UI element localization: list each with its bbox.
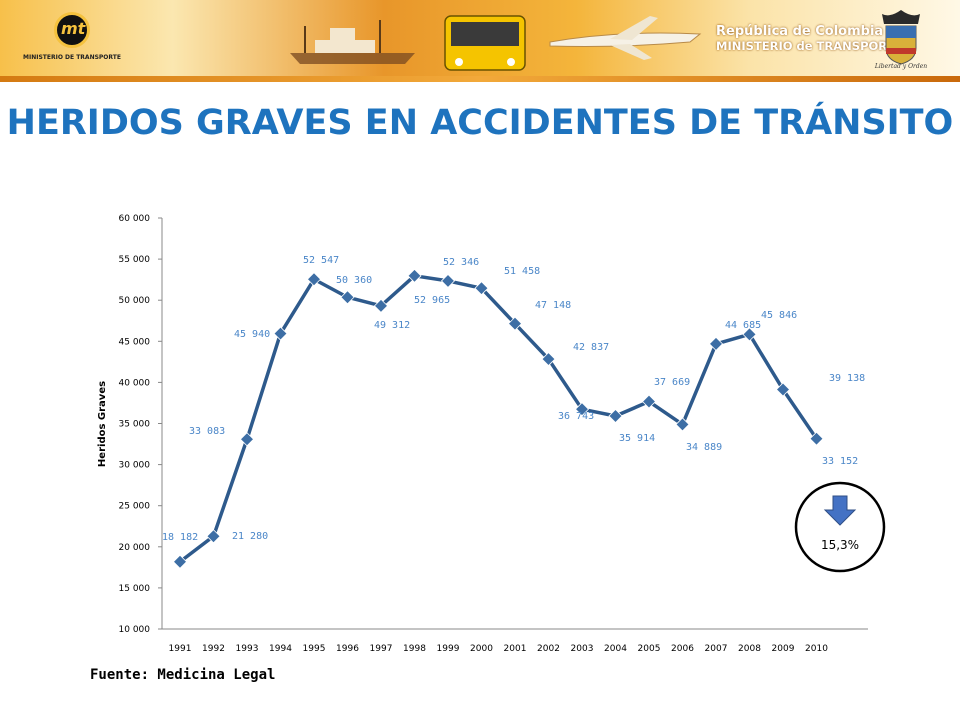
- x-tick-label: 1996: [336, 644, 359, 654]
- data-point: [306, 272, 322, 287]
- x-tick-label: 2010: [805, 644, 828, 654]
- data-point: [641, 394, 657, 409]
- x-tick-label: 2009: [772, 644, 795, 654]
- x-tick-label: 1993: [236, 644, 259, 654]
- x-tick-label: 2001: [504, 644, 527, 654]
- data-point: [775, 382, 791, 397]
- data-point: [541, 352, 556, 367]
- x-tick-label: 2003: [571, 644, 594, 654]
- x-tick-label: 1999: [437, 644, 460, 654]
- x-tick-label: 1991: [169, 644, 192, 654]
- data-label: 49 312: [374, 320, 410, 331]
- x-tick-label: 2007: [705, 644, 728, 654]
- y-tick-label: 50 000: [119, 296, 151, 306]
- logo-caption: MINISTERIO DE TRANSPORTE: [23, 54, 121, 61]
- x-tick-label: 2005: [638, 644, 661, 654]
- header-banner: MINISTERIO DE TRANSPORTE República de Co…: [0, 0, 960, 82]
- y-tick-label: 45 000: [119, 337, 151, 347]
- data-point: [440, 273, 456, 288]
- mt-logo-icon: [54, 12, 90, 48]
- data-point: [608, 408, 623, 424]
- x-tick-label: 2002: [537, 644, 560, 654]
- data-point: [239, 432, 255, 447]
- annotation-percent: 15,3%: [821, 538, 859, 552]
- data-point: [474, 281, 489, 296]
- data-label: 52 965: [414, 295, 450, 306]
- y-axis-label: Heridos Graves: [97, 381, 108, 467]
- arrow-down-icon: [823, 495, 857, 526]
- y-tick-label: 55 000: [119, 255, 151, 265]
- plane-icon: [549, 16, 702, 60]
- data-label: 34 889: [686, 442, 722, 453]
- data-label: 50 360: [336, 275, 372, 286]
- series-line: [178, 274, 818, 564]
- coat-of-arms-icon: [882, 10, 920, 65]
- data-label: 33 152: [822, 456, 858, 467]
- page-title: HERIDOS GRAVES EN ACCIDENTES DE TRÁNSITO: [6, 103, 954, 143]
- data-label: 42 837: [573, 342, 609, 353]
- ministry-label: MINISTERIO de TRANSPORTE: [716, 39, 903, 53]
- data-label: 36 743: [558, 411, 594, 422]
- data-point: [809, 431, 824, 446]
- data-point: [340, 290, 355, 305]
- data-point: [373, 298, 389, 313]
- x-tick-label: 2000: [470, 644, 493, 654]
- data-label: 18 182: [162, 532, 198, 543]
- x-tick-label: 2004: [604, 644, 627, 654]
- y-tick-label: 30 000: [119, 461, 151, 471]
- data-label: 33 083: [189, 426, 225, 437]
- data-label: 45 846: [761, 310, 797, 321]
- x-tick-label: 2008: [738, 644, 761, 654]
- y-tick-label: 35 000: [119, 420, 151, 430]
- annotation-circle: [794, 481, 886, 573]
- y-tick-label: 20 000: [119, 543, 151, 553]
- data-point: [206, 529, 221, 544]
- ministry-logo: MINISTERIO DE TRANSPORTE: [22, 12, 122, 72]
- x-tick-label: 1992: [202, 644, 225, 654]
- y-tick-label: 15 000: [119, 584, 151, 594]
- data-label: 47 148: [535, 300, 571, 311]
- x-tick-label: 1994: [269, 644, 292, 654]
- data-label: 51 458: [504, 266, 540, 277]
- data-point: [273, 326, 288, 341]
- data-point: [507, 316, 523, 331]
- x-tick-label: 1997: [370, 644, 393, 654]
- data-label: 52 547: [303, 255, 339, 266]
- data-label: 44 685: [725, 320, 761, 331]
- y-tick-label: 60 000: [119, 214, 151, 224]
- bus-icon: [444, 15, 526, 71]
- ship-icon: [290, 20, 415, 64]
- data-label: 45 940: [234, 329, 270, 340]
- x-tick-label: 2006: [671, 644, 694, 654]
- data-point: [708, 336, 724, 351]
- crest-caption: Libertad y Orden: [874, 63, 928, 70]
- data-label: 37 669: [654, 377, 690, 388]
- banner-stripe: [0, 76, 960, 82]
- data-point: [675, 417, 690, 432]
- y-tick-label: 25 000: [119, 502, 151, 512]
- data-label: 35 914: [619, 433, 655, 444]
- x-tick-label: 1995: [303, 644, 326, 654]
- data-point: [574, 402, 590, 417]
- data-point: [742, 327, 757, 342]
- data-label: 52 346: [443, 257, 479, 268]
- data-point: [172, 554, 188, 569]
- source-note: Fuente: Medicina Legal: [90, 667, 276, 683]
- x-tick-label: 1998: [403, 644, 426, 654]
- data-point: [407, 268, 422, 283]
- ministry-name: República de Colombia MINISTERIO de TRAN…: [716, 24, 902, 53]
- data-label: 21 280: [232, 531, 268, 542]
- republic-label: República de Colombia: [716, 24, 884, 39]
- y-tick-label: 40 000: [119, 378, 151, 388]
- data-label: 39 138: [829, 373, 865, 384]
- y-tick-label: 10 000: [119, 625, 151, 635]
